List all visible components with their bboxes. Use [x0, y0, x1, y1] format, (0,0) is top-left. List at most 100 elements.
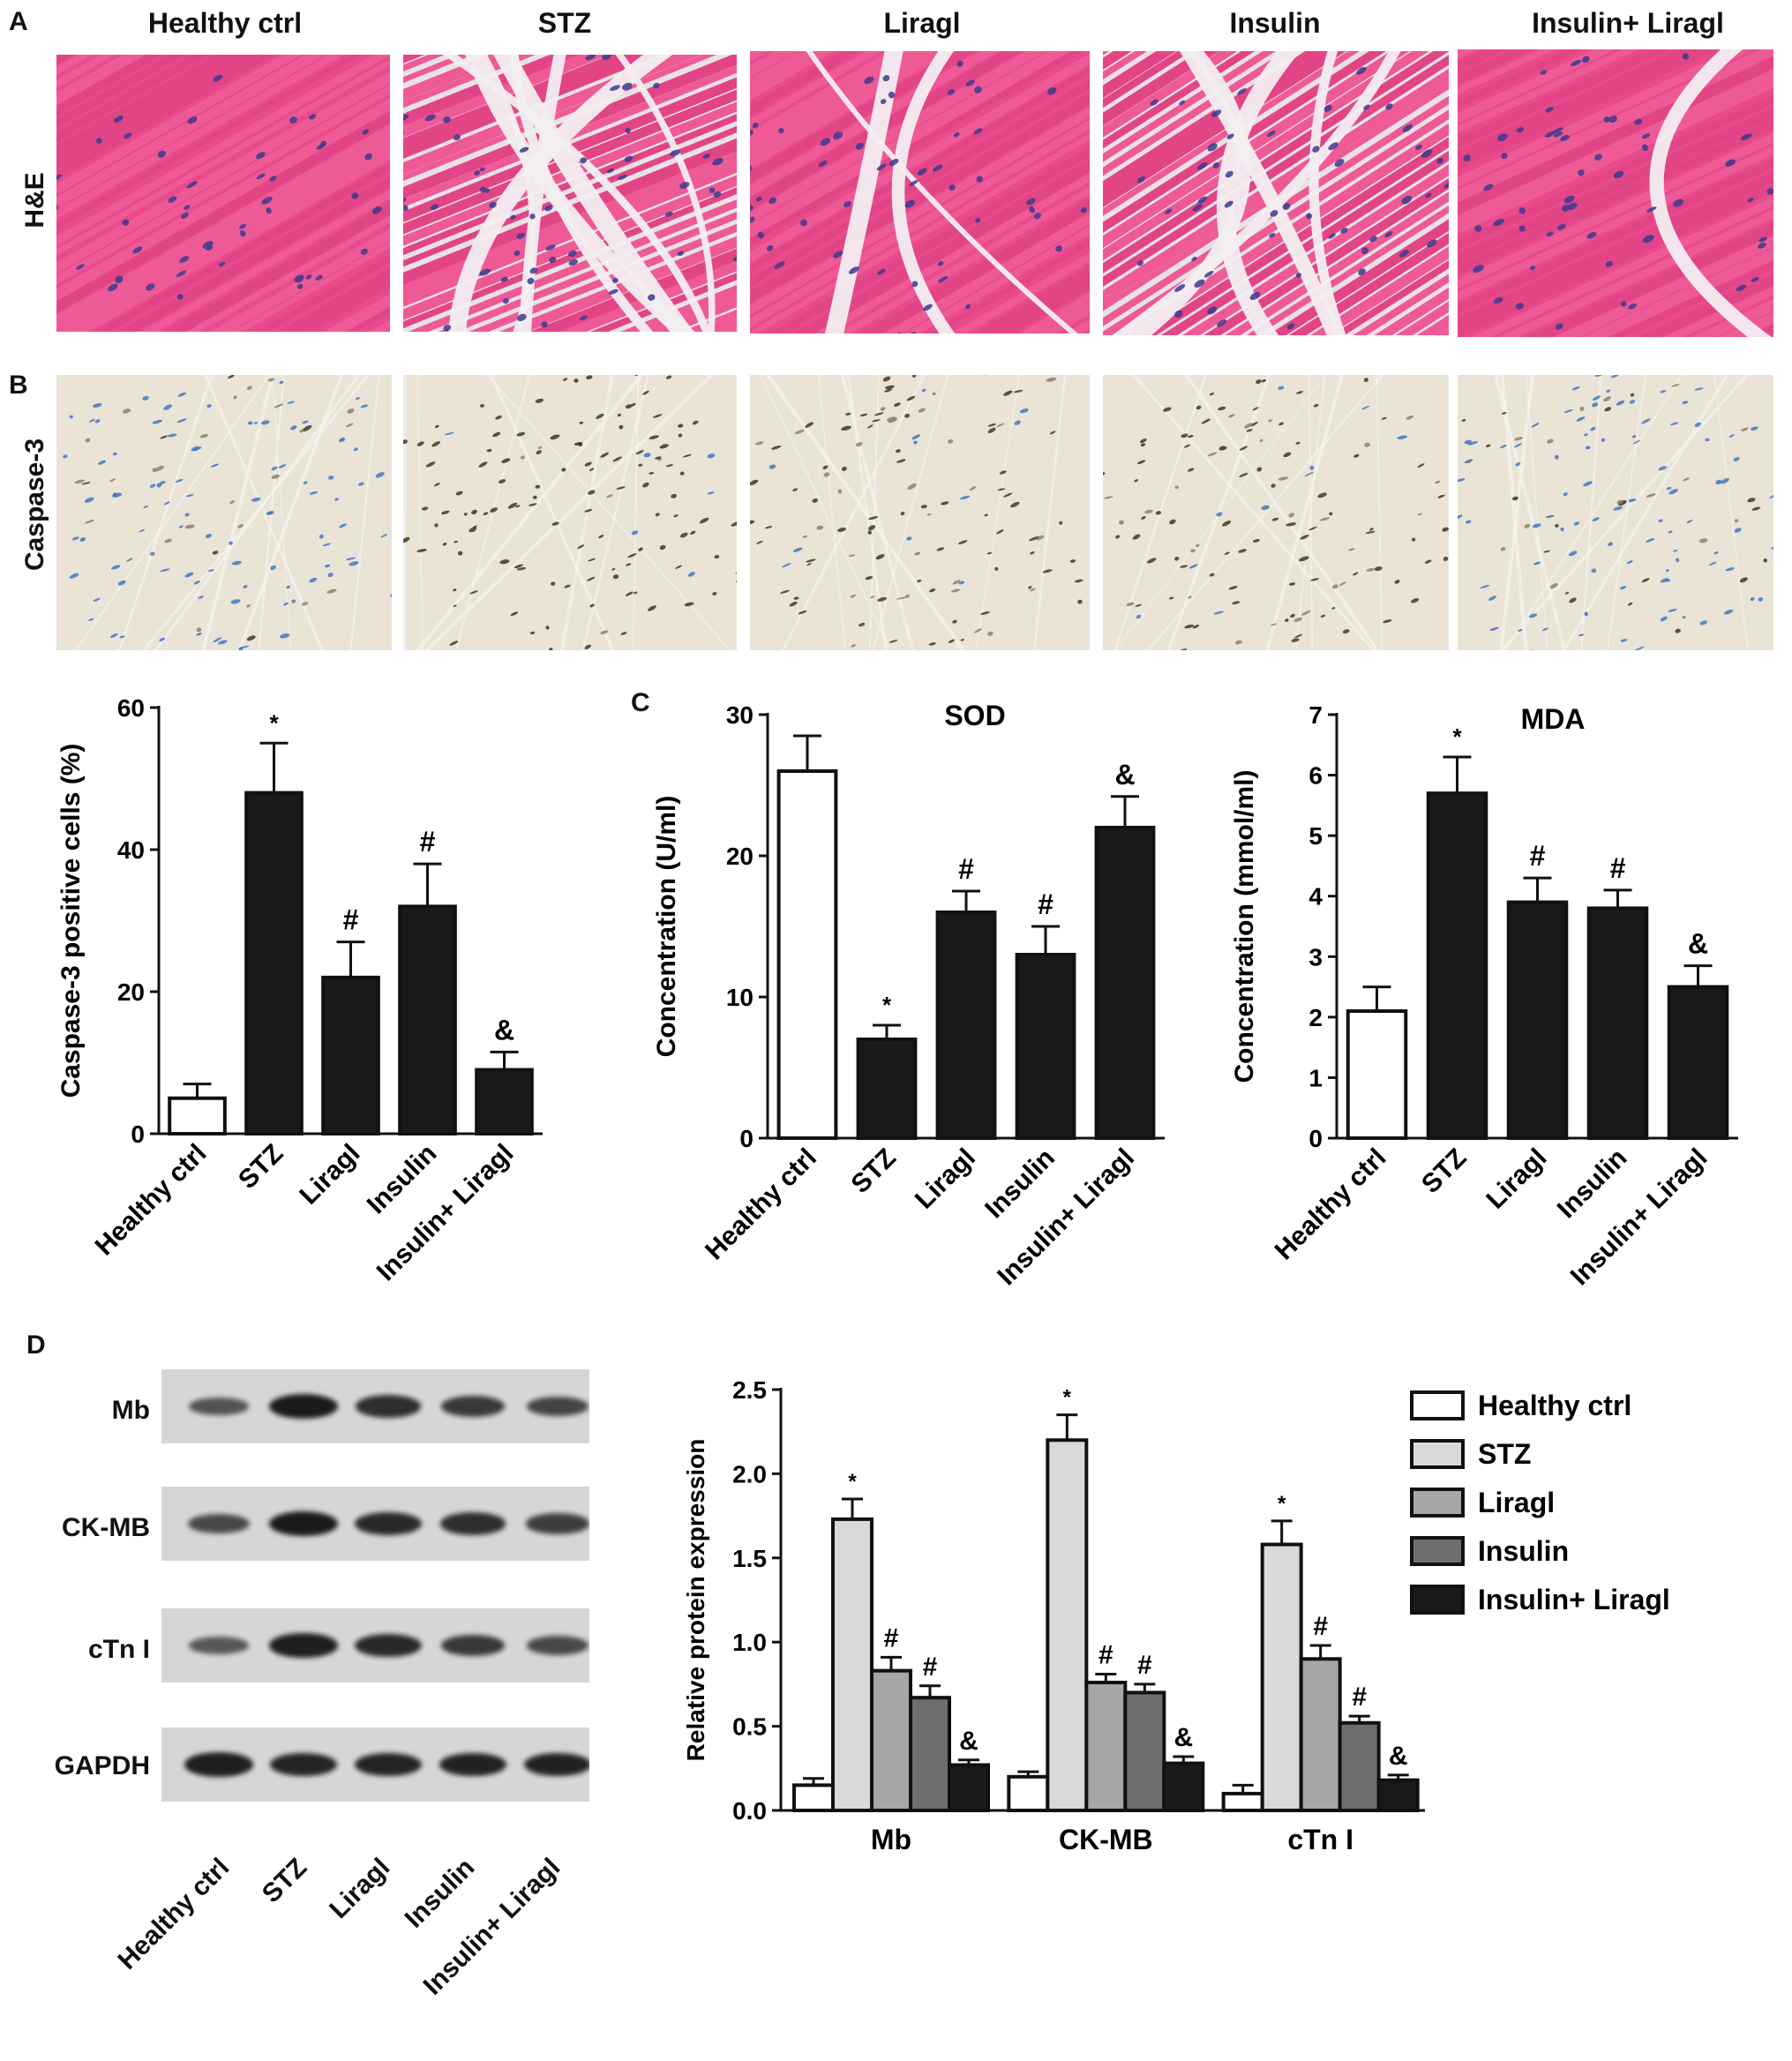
significance-label: # [958, 853, 974, 885]
y-tick-label: 0.5 [732, 1713, 767, 1741]
x-tick-label: Mb [871, 1824, 911, 1853]
bar [1125, 1692, 1164, 1810]
y-axis-label: Relative protein expression [682, 1439, 709, 1762]
he-image-stz [403, 55, 737, 332]
significance-label: # [884, 1623, 899, 1653]
x-tick-label: Healthy ctrl [90, 1139, 213, 1262]
x-tick-label: Insulin+ Liragl [992, 1143, 1140, 1292]
significance-label: * [1063, 1386, 1072, 1410]
blot-band [527, 1397, 589, 1416]
blot-band [527, 1636, 589, 1655]
blot-label-ck-mb: CK-MB [18, 1513, 150, 1543]
significance-label: & [494, 1014, 514, 1045]
blot-row-ck-mb [161, 1487, 589, 1561]
caspase-image-liragl [750, 375, 1090, 650]
blot-band [439, 1753, 507, 1777]
column-heading-insulin: Insulin [1107, 7, 1443, 40]
column-heading-stz: STZ [397, 7, 732, 40]
bar [794, 1785, 833, 1810]
column-heading-liragl: Liragl [754, 7, 1090, 40]
blot-band [189, 1398, 249, 1415]
x-tick-label: Healthy ctrl [1270, 1143, 1392, 1266]
bar [1589, 908, 1647, 1138]
x-tick-label: CK-MB [1059, 1824, 1153, 1853]
blot-row-ctn-i [161, 1608, 589, 1683]
bar [779, 771, 836, 1138]
he-image-healthy-ctrl [56, 55, 390, 332]
significance-label: * [848, 1470, 857, 1494]
y-tick-label: 10 [726, 984, 754, 1011]
legend-swatch [1412, 1586, 1463, 1613]
y-axis-label: Concentration (U/ml) [652, 796, 681, 1058]
x-tick-label: Healthy ctrl [700, 1143, 822, 1266]
blot-label-ctn-i: cTn I [18, 1635, 150, 1665]
bar [1509, 903, 1567, 1138]
significance-label: & [959, 1727, 978, 1756]
x-tick-label: Liragl [294, 1139, 365, 1210]
y-axis-label: Concentration (mmol/ml) [1230, 769, 1259, 1083]
bar [323, 978, 379, 1134]
legend-swatch [1412, 1441, 1463, 1467]
y-tick-label: 2.5 [732, 1376, 767, 1404]
bar [1379, 1780, 1418, 1810]
bar [1428, 793, 1487, 1138]
blot-band [355, 1634, 421, 1657]
x-tick-label: Insulin+ Liragl [371, 1139, 520, 1287]
y-tick-label: 40 [117, 836, 145, 864]
legend-swatch [1412, 1489, 1463, 1516]
x-tick-label: Insulin [1552, 1143, 1633, 1225]
bar [833, 1519, 872, 1810]
bar [400, 906, 455, 1134]
row-label-he: H&E [20, 147, 50, 253]
he-image-insulin-liragl [1458, 49, 1773, 337]
significance-label: # [1313, 1612, 1328, 1641]
x-tick-label: cTn I [1287, 1824, 1353, 1853]
bar [1086, 1683, 1125, 1810]
legend-swatch [1412, 1538, 1463, 1564]
legend-label: Insulin [1478, 1535, 1569, 1567]
x-tick-label: STZ [233, 1139, 289, 1195]
bar [938, 912, 995, 1138]
significance-label: * [882, 992, 892, 1018]
significance-label: & [1389, 1742, 1408, 1771]
bar [1097, 828, 1154, 1138]
legend-label: STZ [1478, 1438, 1531, 1470]
bar [169, 1098, 225, 1134]
significance-label: # [420, 826, 436, 858]
blot-band [184, 1752, 252, 1776]
bar [1047, 1440, 1086, 1810]
significance-label: # [923, 1653, 938, 1682]
y-tick-label: 0 [131, 1120, 145, 1148]
blot-band [526, 1513, 589, 1533]
bar [872, 1671, 911, 1810]
bar [246, 793, 302, 1134]
significance-label: # [1610, 852, 1626, 884]
x-tick-label: Liragl [910, 1143, 981, 1215]
caspase-image-healthy-ctrl [56, 375, 392, 650]
legend-label: Healthy ctrl [1478, 1390, 1631, 1421]
significance-label: & [1114, 759, 1135, 791]
he-image-liragl [750, 51, 1090, 334]
y-tick-label: 1.5 [732, 1545, 767, 1572]
bar [1348, 1011, 1406, 1138]
bar [1340, 1723, 1379, 1810]
blot-row-mb [161, 1369, 589, 1443]
legend-label: Insulin+ Liragl [1478, 1584, 1670, 1615]
y-tick-label: 5 [1308, 822, 1323, 850]
x-tick-label: Insulin [979, 1143, 1061, 1225]
y-tick-label: 4 [1308, 883, 1323, 911]
blot-band [269, 1511, 338, 1536]
blot-band [269, 1394, 338, 1419]
blot-band [440, 1512, 506, 1534]
panel-label-a: A [9, 7, 28, 37]
y-axis-label: Caspase-3 positive cells (%) [56, 744, 86, 1098]
legend-label: Liragl [1478, 1487, 1555, 1518]
blot-row-gapdh [161, 1727, 589, 1802]
blot-band [441, 1396, 506, 1417]
chart-title: SOD [944, 700, 1005, 731]
caspase-image-stz [403, 375, 737, 650]
x-tick-label: Liragl [1481, 1143, 1552, 1215]
